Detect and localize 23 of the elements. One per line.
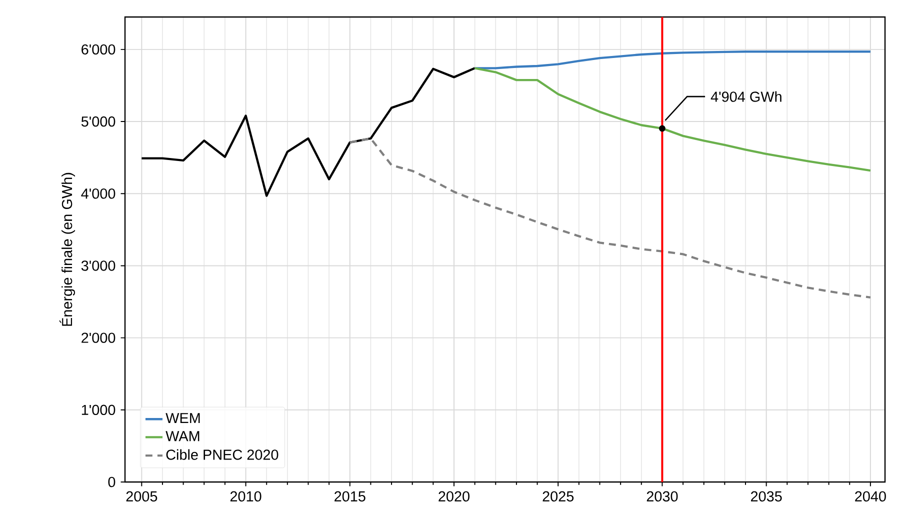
y-tick-label: 0: [108, 476, 116, 488]
y-tick-label: 3'000: [81, 260, 116, 271]
y-axis-title: Énergie finale (en GWh): [59, 172, 76, 326]
x-tick-label: 2030: [646, 491, 678, 502]
x-tick-label: 2035: [750, 491, 782, 502]
legend-label: WEM: [166, 413, 200, 424]
x-tick-label: 2025: [542, 491, 574, 502]
x-tick-label: 2005: [126, 491, 158, 502]
legend-label: WAM: [166, 431, 200, 442]
x-tick-label: 2020: [438, 491, 470, 502]
y-tick-label: 2'000: [82, 332, 116, 343]
line-series: [474, 67, 872, 172]
y-tick-label: 4'000: [81, 188, 116, 199]
y-tick-label: 1'000: [82, 404, 116, 416]
x-tick-label: 2010: [230, 491, 262, 502]
line-series: [140, 67, 476, 197]
annotation: 4'904 GWh: [710, 91, 782, 102]
x-tick-label: 2015: [334, 491, 366, 502]
x-tick-label: 2040: [855, 491, 886, 502]
line-series: [348, 137, 872, 299]
y-tick-label: 6'000: [82, 44, 116, 55]
y-tick-label: 5'000: [81, 116, 116, 127]
legend-label: Cible PNEC 2020: [166, 449, 278, 460]
